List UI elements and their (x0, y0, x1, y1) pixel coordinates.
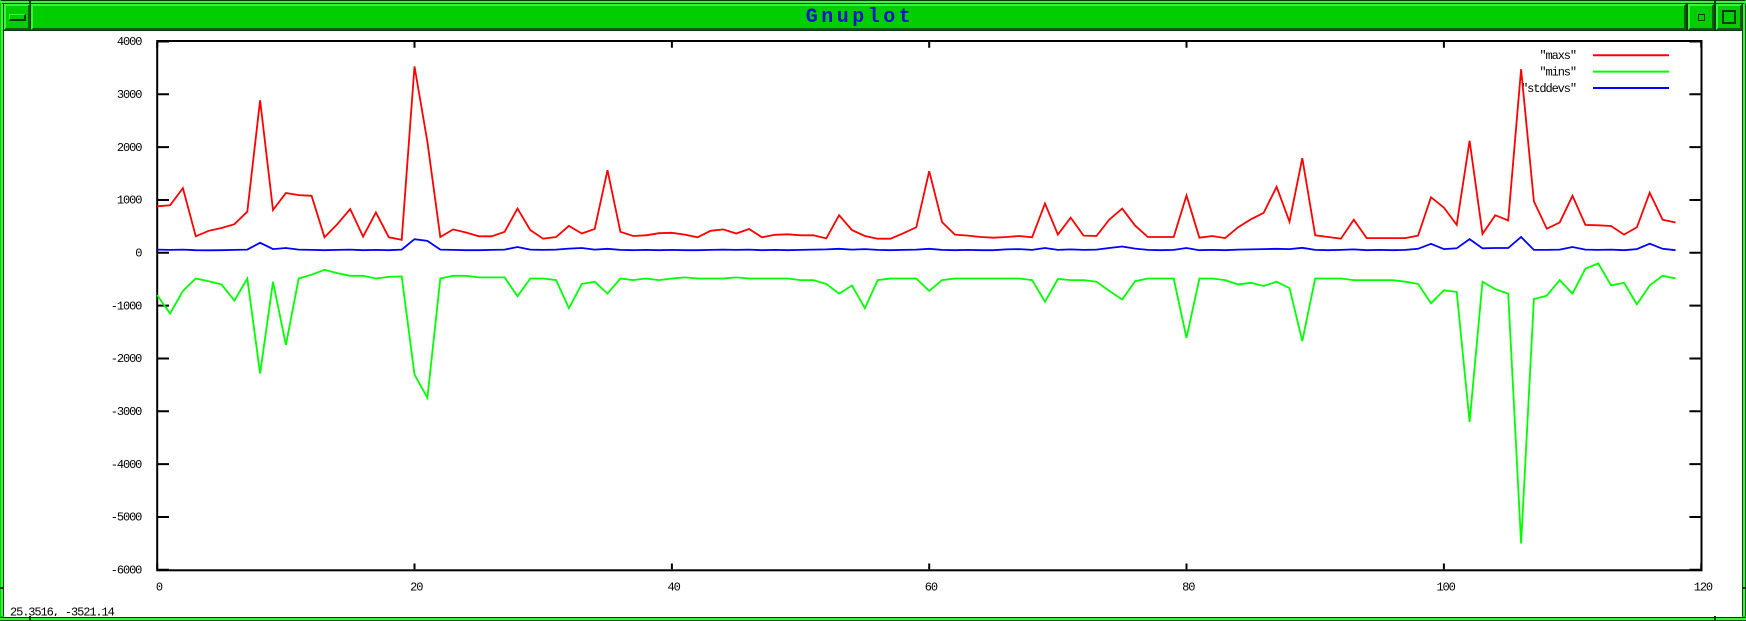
svg-text:60: 60 (925, 581, 938, 595)
svg-text:-2000: -2000 (111, 352, 142, 366)
svg-text:-3000: -3000 (111, 405, 142, 419)
svg-text:100: 100 (1436, 581, 1455, 595)
svg-text:-5000: -5000 (111, 511, 142, 525)
svg-text:4000: 4000 (117, 35, 142, 49)
svg-text:0: 0 (156, 581, 163, 595)
svg-text:120: 120 (1694, 581, 1713, 595)
svg-text:80: 80 (1182, 581, 1195, 595)
svg-text:-1000: -1000 (111, 299, 142, 313)
svg-text:3000: 3000 (117, 88, 142, 102)
svg-text:0: 0 (135, 247, 142, 261)
svg-text:40: 40 (667, 581, 680, 595)
svg-text:2000: 2000 (117, 141, 142, 155)
svg-text:20: 20 (410, 581, 423, 595)
svg-text:-6000: -6000 (111, 564, 142, 578)
svg-text:1000: 1000 (117, 194, 142, 208)
svg-text:"stddevs": "stddevs" (1521, 82, 1576, 96)
svg-text:"mins": "mins" (1539, 66, 1576, 80)
svg-text:-4000: -4000 (111, 458, 142, 472)
svg-text:"maxs": "maxs" (1539, 49, 1576, 63)
